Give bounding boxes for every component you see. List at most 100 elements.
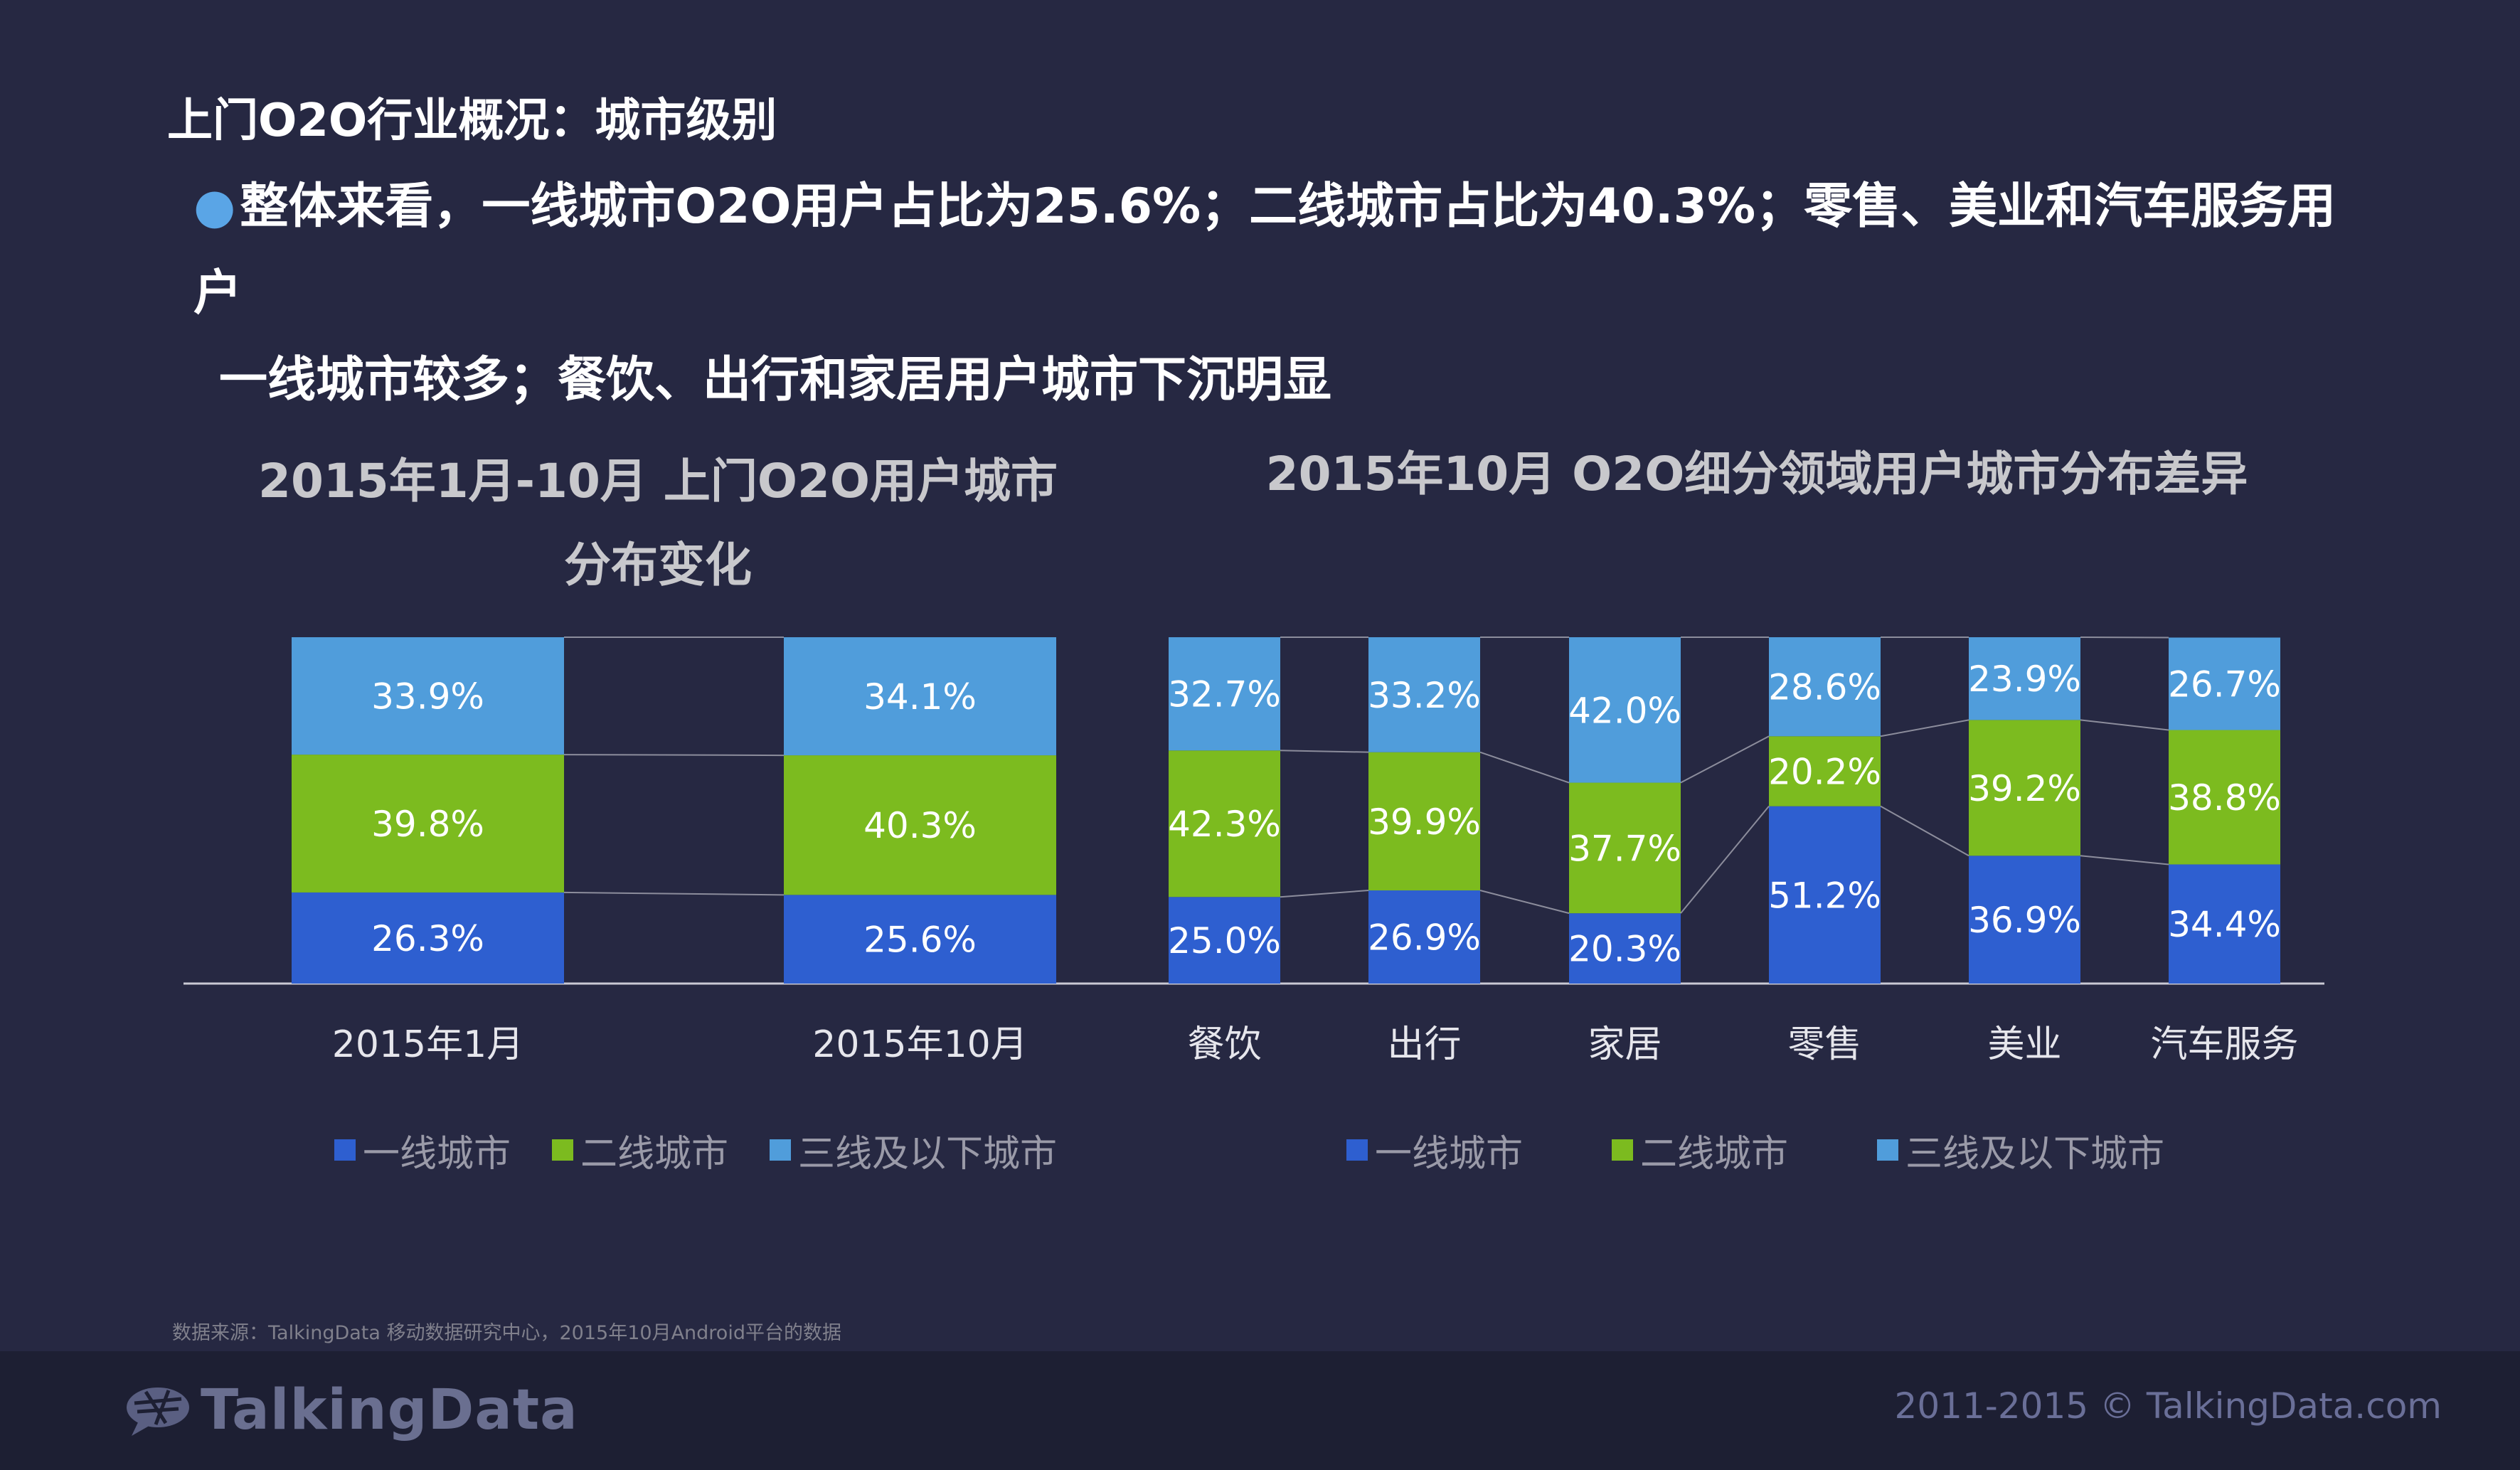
data-label: 39.2% — [1968, 768, 2081, 809]
legend-label-tier3: 三线及以下城市 — [798, 1132, 1058, 1176]
bar-segment — [1169, 637, 1280, 751]
data-label: 37.7% — [1568, 828, 1681, 869]
connector-line — [2080, 719, 2169, 731]
legend-label-tier2: 二线城市 — [580, 1132, 729, 1176]
legend-swatch-tier3 — [1877, 1139, 1899, 1161]
data-label: 28.6% — [1768, 667, 1881, 708]
data-label: 26.3% — [371, 918, 484, 959]
connector-line — [1680, 806, 1770, 914]
data-label: 38.8% — [2168, 777, 2281, 819]
bar-segment — [1569, 913, 1681, 984]
connector-line — [1880, 805, 1969, 857]
bar-segment — [1769, 736, 1881, 806]
data-label: 25.0% — [1168, 920, 1281, 962]
connector-line — [563, 891, 785, 896]
category-label: 2015年10月 — [812, 1023, 1028, 1066]
connector-line — [1280, 889, 1369, 898]
bar-segment — [1569, 637, 1681, 783]
bar-segment — [784, 895, 1056, 984]
legend-item-tier2: 二线城市 — [1612, 1124, 1788, 1177]
legend-item-tier2: 二线城市 — [552, 1124, 728, 1177]
summary-line-2: 一线城市较多；餐饮、出行和家居用户城市下沉明显 — [219, 352, 1332, 408]
legend-label-tier1: 一线城市 — [1375, 1132, 1524, 1176]
bar-segment — [784, 755, 1056, 895]
bar-segment — [1769, 637, 1881, 737]
logo: TalkingData — [124, 1378, 578, 1442]
left-chart-title-line-1: 2015年1月-10月 上门O2O用户城市 — [258, 454, 1058, 508]
connector-line — [1680, 735, 1770, 784]
data-label: 36.9% — [1968, 900, 2081, 941]
connector-line — [2080, 855, 2169, 866]
left-chart-title-line-2: 分布变化 — [564, 538, 752, 592]
summary-line-1: 整体来看，一线城市O2O用户占比为25.6%；二线城市占比为40.3%；零售、美… — [193, 179, 2336, 321]
bar-segment — [1769, 806, 1881, 984]
data-label: 34.4% — [2168, 904, 2281, 945]
data-source-note: 数据来源：TalkingData 移动数据研究中心，2015年10月Androi… — [172, 1322, 841, 1344]
data-label: 32.7% — [1168, 674, 1281, 715]
data-label: 33.2% — [1368, 675, 1481, 716]
connector-line — [1479, 751, 1570, 784]
data-label: 39.8% — [371, 804, 484, 845]
bar-segment — [1368, 752, 1480, 890]
legend-label-tier3: 三线及以下城市 — [1905, 1132, 2165, 1176]
bar-segment — [292, 892, 564, 984]
bar-segment — [1368, 637, 1480, 752]
page-heading: 上门O2O行业概况：城市级别 — [167, 95, 777, 147]
right-legend: 一线城市 二线城市 三线及以下城市 — [1346, 1124, 2164, 1177]
bar-segment — [2169, 637, 2280, 730]
bar-segment — [1169, 750, 1280, 898]
data-label: 33.9% — [371, 676, 484, 718]
copyright: 2011-2015 © TalkingData.com — [1894, 1385, 2442, 1427]
bar-segment — [292, 637, 564, 755]
bar-segment — [784, 637, 1056, 756]
data-label: 51.2% — [1768, 875, 1881, 916]
data-label: 42.0% — [1568, 690, 1681, 731]
category-label: 汽车服务 — [2150, 1023, 2298, 1066]
category-label: 出行 — [1387, 1023, 1461, 1066]
legend-swatch-tier2 — [1612, 1139, 1634, 1161]
legend-item-tier3: 三线及以下城市 — [770, 1124, 1057, 1177]
legend-swatch-tier2 — [552, 1139, 574, 1161]
data-label: 39.9% — [1368, 801, 1481, 843]
talkingdata-logo-icon — [127, 1388, 189, 1436]
bar-segment — [1969, 856, 2080, 984]
bar-segment — [1169, 897, 1280, 984]
category-label: 餐饮 — [1187, 1023, 1261, 1066]
category-label: 美业 — [1987, 1023, 2061, 1066]
connector-line — [1479, 890, 1570, 915]
left-legend: 一线城市 二线城市 三线及以下城市 — [334, 1124, 1057, 1177]
bar-segment — [292, 755, 564, 893]
legend-swatch-tier1 — [334, 1139, 356, 1161]
bar-segment — [1969, 637, 2080, 720]
category-label: 家居 — [1588, 1023, 1662, 1066]
legend-swatch-tier1 — [1346, 1139, 1368, 1161]
data-label: 20.3% — [1568, 929, 1681, 970]
data-label: 42.3% — [1168, 804, 1281, 845]
legend-item-tier3: 三线及以下城市 — [1877, 1124, 2164, 1177]
legend-item-tier1: 一线城市 — [1346, 1124, 1523, 1177]
bar-segment — [1969, 720, 2080, 856]
legend-label-tier1: 一线城市 — [363, 1132, 511, 1176]
footer-bar: TalkingData 2011-2015 © TalkingData.com — [0, 1351, 2520, 1470]
right-chart-title: 2015年10月 O2O细分领域用户城市分布差异 — [1265, 447, 2248, 501]
bar-segment — [1368, 890, 1480, 984]
data-label: 26.9% — [1368, 917, 1481, 958]
data-label: 26.7% — [2168, 664, 2281, 705]
data-label: 34.1% — [863, 676, 977, 718]
legend-item-tier1: 一线城市 — [334, 1124, 511, 1177]
summary-bullet: ●整体来看，一线城市O2O用户占比为25.6%；二线城市占比为40.3%；零售、… — [193, 164, 2363, 424]
category-label: 2015年1月 — [332, 1023, 523, 1066]
bar-segment — [1569, 782, 1681, 914]
logo-text: TalkingData — [201, 1378, 578, 1442]
bar-segment — [2169, 730, 2280, 865]
bullet-dot-icon: ● — [193, 179, 236, 235]
left-chart-title: 2015年1月-10月 上门O2O用户城市 分布变化 — [213, 440, 1102, 607]
data-label: 40.3% — [863, 805, 977, 846]
data-label: 23.9% — [1968, 659, 2081, 700]
bar-segment — [2169, 864, 2280, 984]
legend-swatch-tier3 — [770, 1139, 792, 1161]
data-label: 20.2% — [1768, 751, 1881, 792]
connector-line — [1280, 750, 1369, 753]
legend-label-tier2: 二线城市 — [1640, 1132, 1789, 1176]
